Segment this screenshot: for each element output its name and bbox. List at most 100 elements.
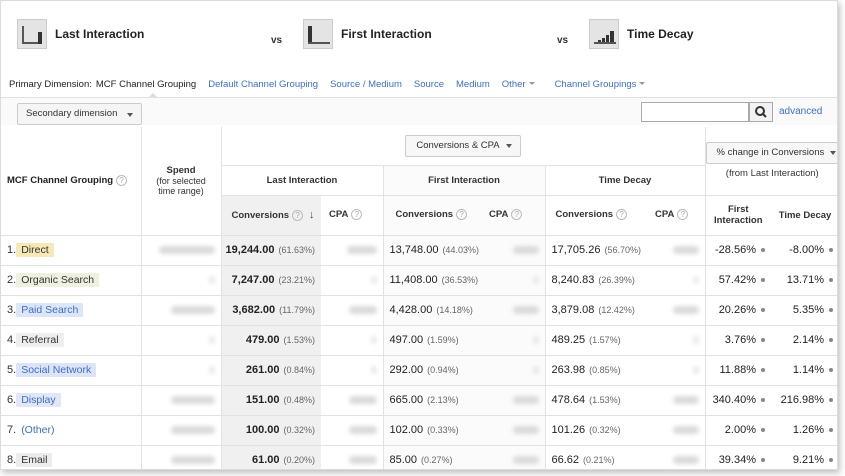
active-dimension-indicator	[147, 93, 159, 99]
redacted-value	[370, 276, 377, 285]
primary-dimension-label: Primary Dimension:	[9, 78, 92, 90]
advanced-link[interactable]: advanced	[779, 106, 823, 117]
conversions-last-cell: 261.00 (0.84%)	[220, 355, 321, 386]
model-selector-last[interactable]: Last Interaction	[17, 17, 144, 51]
sort-arrow-down-icon: ↓	[309, 209, 315, 221]
primary-dimension-active: MCF Channel Grouping	[95, 78, 197, 90]
channel-link[interactable]: Display	[16, 393, 61, 407]
other-label: Other	[501, 78, 526, 90]
channel-link[interactable]: Organic Search	[16, 273, 100, 287]
help-icon[interactable]: ?	[616, 209, 628, 221]
secondary-dimension-dropdown[interactable]: Secondary dimension	[17, 103, 143, 125]
row-index: 8.	[7, 454, 17, 466]
channel-link[interactable]: Email	[16, 453, 53, 467]
dimension-cell: 8. Email	[1, 445, 141, 469]
redacted-value	[170, 426, 215, 435]
conversions-value: 292.00	[389, 364, 424, 376]
dimension-link[interactable]: Default Channel Grouping	[208, 78, 319, 90]
dimension-cell: 6. Display	[1, 385, 141, 416]
redacted-value	[370, 366, 377, 375]
cpa-last-cell	[321, 385, 383, 416]
conversions-share: (1.53%)	[589, 395, 621, 405]
pct-change-first-cell: 3.76%	[704, 325, 771, 356]
table-row: 6. Display 151.00 (0.48%) 665.00 (2.13%) 47…	[1, 385, 837, 416]
dot-icon	[761, 248, 765, 253]
search-button[interactable]	[749, 102, 773, 122]
conversions-value: 3,682.00	[232, 304, 276, 316]
conversions-last-cell: 3,682.00 (11.79%)	[220, 295, 321, 326]
cpa-last-header[interactable]: CPA?	[321, 195, 383, 236]
channel-link[interactable]: Direct	[16, 243, 54, 257]
conversions-last-header[interactable]: Conversions? ↓	[220, 195, 321, 236]
table-row: 1. Direct 19,244.00 (61.63%) 13,748.00 (44.…	[1, 235, 837, 266]
conversions-value: 261.00	[245, 364, 280, 376]
cpa-first-cell	[481, 445, 545, 469]
pct-change-value: 39.34%	[718, 454, 756, 466]
channel-link[interactable]: Paid Search	[16, 303, 84, 317]
help-icon[interactable]: ?	[677, 209, 689, 221]
redacted-value	[370, 336, 377, 345]
cpa-last-cell	[321, 415, 383, 446]
redacted-value	[532, 276, 539, 285]
spend-cell	[140, 445, 221, 469]
table-row: 4. Referral 479.00 (1.53%) 497.00 (1.59%) 4…	[1, 325, 837, 356]
pct-change-value: 57.42%	[718, 274, 756, 286]
cpa-first-cell	[481, 265, 545, 296]
conversions-share: (12.42%)	[598, 305, 635, 315]
dimension-link[interactable]: Medium	[456, 78, 490, 90]
cpa-decay-cell	[647, 265, 705, 296]
cpa-label: CPA	[655, 209, 675, 221]
help-icon[interactable]: ?	[292, 209, 304, 221]
metric-dropdown[interactable]: Conversions & CPA	[405, 134, 521, 157]
metric-group-header: Conversions & CPA	[220, 127, 705, 166]
help-icon[interactable]: ?	[351, 209, 363, 221]
cpa-last-cell	[321, 295, 383, 326]
redacted-value	[348, 306, 377, 315]
channel-link[interactable]: Social Network	[16, 363, 97, 377]
pct-change-first-cell: 340.40%	[704, 385, 771, 416]
pct-change-value: 11.88%	[719, 364, 757, 376]
help-icon[interactable]: ?	[116, 175, 128, 187]
dimension-link-channel-groupings[interactable]: Channel Groupings	[555, 79, 646, 90]
pct-first-header[interactable]: First Interaction	[704, 195, 771, 236]
dimension-header-label: MCF Channel Grouping	[7, 175, 114, 187]
group-header-first: First Interaction	[382, 165, 545, 196]
pct-change-decay-cell: 5.35%	[771, 295, 837, 326]
cpa-decay-cell	[647, 385, 705, 416]
model-selector-first[interactable]: First Interaction	[303, 17, 432, 51]
conversions-share: (26.39%)	[598, 275, 635, 285]
pct-change-value: 9.21%	[792, 454, 825, 466]
dimension-link[interactable]: Source	[413, 78, 444, 90]
cpa-decay-header[interactable]: CPA?	[647, 195, 705, 236]
help-icon[interactable]: ?	[511, 209, 523, 221]
conversions-value: 85.00	[389, 454, 418, 466]
conversions-value: 151.00	[245, 394, 280, 406]
pct-change-dropdown[interactable]: % change in Conversions	[706, 142, 837, 165]
conversions-first-cell: 497.00 (1.59%)	[382, 325, 481, 356]
dot-icon	[829, 458, 834, 463]
row-index: 1.	[7, 244, 17, 256]
redacted-value	[170, 456, 215, 465]
conversions-value: 478.64	[551, 394, 586, 406]
help-icon[interactable]: ?	[456, 209, 468, 221]
first-interaction-icon	[303, 19, 333, 49]
conversions-share: (1.53%)	[283, 335, 315, 345]
cpa-first-header[interactable]: CPA?	[481, 195, 545, 236]
group-header-decay: Time Decay	[544, 165, 705, 196]
dimension-link-other[interactable]: Other	[502, 79, 535, 90]
dimension-column-header[interactable]: MCF Channel Grouping?	[1, 127, 141, 236]
pct-change-first-cell: 20.26%	[704, 295, 771, 326]
channel-link[interactable]: Referral	[16, 333, 64, 347]
model-selector-decay[interactable]: Time Decay	[589, 17, 694, 51]
channel-link[interactable]: (Other)	[16, 423, 60, 437]
search-input[interactable]	[641, 102, 749, 122]
redacted-value	[672, 396, 699, 405]
conversions-first-header[interactable]: Conversions?	[382, 195, 481, 236]
redacted-value	[692, 336, 699, 345]
pct-decay-header[interactable]: Time Decay	[771, 195, 837, 236]
dimension-link[interactable]: Source / Medium	[330, 78, 402, 90]
conversions-decay-header[interactable]: Conversions?	[544, 195, 647, 236]
cpa-first-cell	[481, 325, 545, 356]
conversions-label: Conversions	[395, 209, 454, 221]
conversions-decay-cell: 8,240.83 (26.39%)	[544, 265, 647, 296]
